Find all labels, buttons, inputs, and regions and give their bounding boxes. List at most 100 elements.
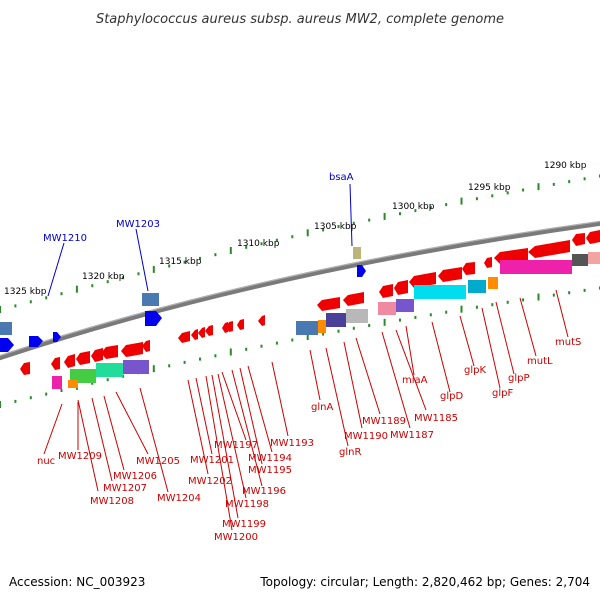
minor-tick [60, 292, 63, 296]
kbp-label: 1295 kbp [468, 183, 511, 193]
minor-tick [352, 326, 355, 330]
reverse-gene-label: MW1202 [188, 476, 232, 487]
reverse-gene-label: nuc [37, 456, 55, 467]
minor-tick [260, 242, 263, 246]
major-tick [537, 183, 540, 191]
major-tick [537, 293, 540, 301]
major-tick [460, 197, 463, 205]
minor-tick [583, 177, 586, 181]
genome-backbone-highlight [0, 220, 600, 357]
major-tick [460, 305, 463, 313]
reverse-gene-label: MW1194 [248, 453, 292, 464]
minor-tick [445, 310, 448, 314]
reverse-gene-label: MW1204 [157, 493, 201, 504]
reverse-gene-label: glpK [464, 365, 486, 376]
minor-tick [45, 392, 48, 396]
kbp-label: 1305 kbp [314, 222, 357, 232]
minor-tick [322, 228, 325, 232]
minor-tick [168, 364, 171, 368]
minor-tick [214, 253, 217, 257]
minor-tick [445, 203, 448, 207]
reverse-gene-label: glpP [508, 373, 530, 384]
kbp-label: 1320 kbp [82, 272, 125, 282]
minor-tick [352, 221, 355, 225]
forward-gene-arrow [53, 332, 61, 342]
minor-tick [275, 238, 278, 242]
kbp-label: 1325 kbp [4, 287, 47, 297]
minor-tick [137, 272, 140, 276]
major-tick [306, 229, 309, 237]
major-tick [229, 247, 232, 254]
minor-tick [475, 305, 478, 309]
minor-tick [491, 194, 494, 198]
minor-tick [506, 191, 509, 195]
minor-tick [506, 300, 509, 304]
reverse-gene-label: MW1195 [248, 465, 292, 476]
minor-tick [414, 209, 417, 213]
major-tick [229, 348, 232, 356]
kbp-label: 1315 kbp [159, 257, 202, 267]
reverse-gene-label: MW1205 [136, 456, 180, 467]
minor-tick [368, 218, 371, 222]
reverse-gene-label: MW1197 [214, 440, 258, 451]
major-tick [306, 333, 309, 340]
minor-tick [399, 212, 401, 216]
minor-tick [214, 354, 217, 358]
gene-block [0, 322, 12, 335]
forward-gene-arrow [357, 265, 366, 277]
minor-tick [552, 293, 555, 297]
major-tick [0, 401, 1, 408]
forward-gene-label: bsaA [329, 172, 354, 183]
major-tick [152, 365, 155, 373]
minor-tick [291, 235, 294, 239]
forward-gene-arrow [145, 311, 162, 326]
reverse-tick-ring [0, 286, 600, 408]
reverse-gene-label: MW1185 [414, 413, 458, 424]
reverse-gene-label: MW1193 [270, 438, 314, 449]
minor-tick [337, 329, 340, 333]
reverse-gene-label: glpF [492, 388, 513, 399]
reverse-gene-row [20, 230, 600, 375]
minor-tick [245, 245, 248, 249]
minor-tick [275, 341, 278, 345]
genome-summary: Topology: circular; Length: 2,820,462 bp… [260, 575, 590, 589]
reverse-gene-label: MW1190 [344, 431, 388, 442]
major-tick [75, 285, 78, 293]
minor-tick [399, 318, 401, 322]
minor-tick [583, 288, 586, 292]
reverse-gene-label: MW1201 [190, 455, 234, 466]
reverse-block-row [52, 252, 600, 389]
forward-tick-ring [0, 174, 600, 313]
minor-tick [183, 260, 186, 264]
minor-tick [260, 344, 263, 348]
minor-tick [322, 332, 325, 336]
minor-tick [29, 396, 32, 400]
minor-tick [522, 188, 525, 192]
minor-tick [199, 256, 201, 260]
kbp-label: 1300 kbp [392, 202, 435, 212]
minor-tick [568, 180, 571, 184]
reverse-gene-label: mutS [555, 337, 581, 348]
minor-tick [245, 347, 248, 351]
major-tick [383, 212, 386, 220]
gene-block [353, 247, 361, 259]
minor-tick [183, 360, 186, 364]
minor-tick [91, 381, 94, 385]
minor-tick [106, 378, 109, 382]
minor-tick [491, 303, 494, 307]
minor-tick [14, 399, 17, 403]
gene-block [142, 293, 159, 306]
reverse-gene-label: MW1198 [225, 499, 269, 510]
minor-tick [122, 276, 125, 280]
minor-tick [337, 225, 340, 229]
reverse-gene-label: glnA [311, 402, 333, 413]
minor-tick [122, 374, 125, 378]
reverse-gene-label: MW1206 [113, 471, 157, 482]
forward-gene-label: MW1210 [43, 233, 87, 244]
reverse-gene-label: MW1189 [362, 416, 406, 427]
reverse-gene-label: MW1208 [90, 496, 134, 507]
major-tick [152, 265, 155, 273]
minor-tick [429, 206, 432, 210]
minor-tick [29, 300, 32, 304]
